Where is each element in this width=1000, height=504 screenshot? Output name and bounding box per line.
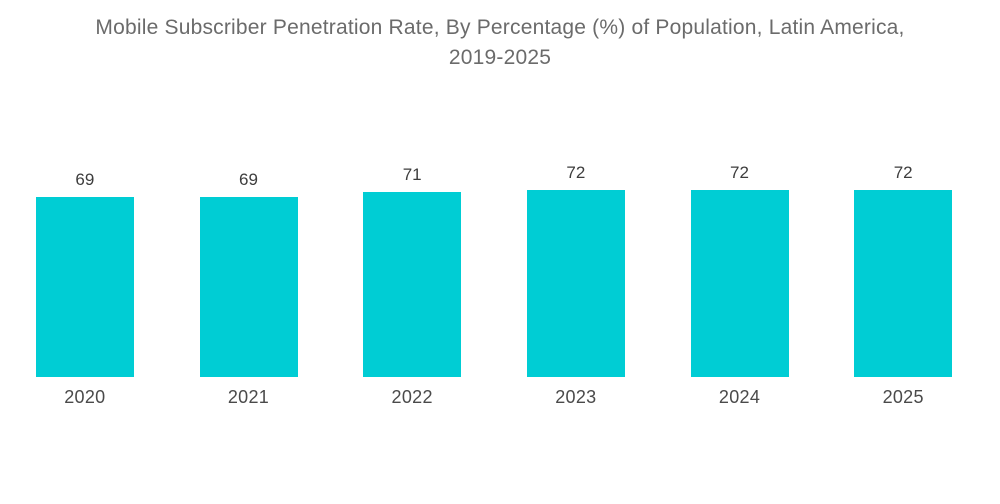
chart-title: Mobile Subscriber Penetration Rate, By P… [0, 0, 1000, 73]
bar-value-label: 69 [239, 170, 258, 189]
bar-stack: 69 [35, 162, 134, 377]
bar-value-label: 69 [75, 170, 95, 189]
bar-column: 71 2022 [330, 162, 494, 408]
bar-stack: 72 [854, 162, 953, 377]
bar-stack: 72 [690, 162, 789, 377]
x-axis-label: 2023 [555, 387, 597, 407]
bar-value-label: 72 [566, 163, 586, 182]
x-axis-label: 2021 [227, 387, 270, 407]
bar-value-label: 71 [402, 165, 422, 184]
x-axis-label: 2025 [882, 387, 924, 407]
bar [363, 192, 462, 377]
bar [199, 197, 298, 377]
bar-stack: 69 [199, 162, 298, 377]
bar-chart: 69 2020 69 2021 71 2022 72 2023 72 2024 72 2025 [0, 162, 1000, 408]
bar-column: 72 2025 [821, 162, 985, 408]
chart-title-line-1: Mobile Subscriber Penetration Rate, By P… [95, 16, 905, 39]
x-axis-label: 2020 [64, 387, 106, 407]
x-axis-label: 2022 [391, 387, 433, 407]
bar-stack: 71 [363, 162, 462, 377]
chart-title-line-2: 2019-2025 [448, 46, 552, 69]
bar [854, 190, 953, 377]
bar-stack: 72 [526, 162, 625, 377]
bar [35, 197, 134, 377]
bar-column: 69 2020 [3, 162, 167, 408]
bar-column: 69 2021 [167, 162, 331, 408]
x-axis-label: 2024 [718, 387, 761, 407]
bar-value-label: 72 [730, 163, 749, 182]
bar-column: 72 2023 [494, 162, 658, 408]
bar-column: 72 2024 [658, 162, 822, 408]
bar [690, 190, 789, 377]
bar-value-label: 72 [893, 163, 913, 182]
bar [526, 190, 625, 377]
